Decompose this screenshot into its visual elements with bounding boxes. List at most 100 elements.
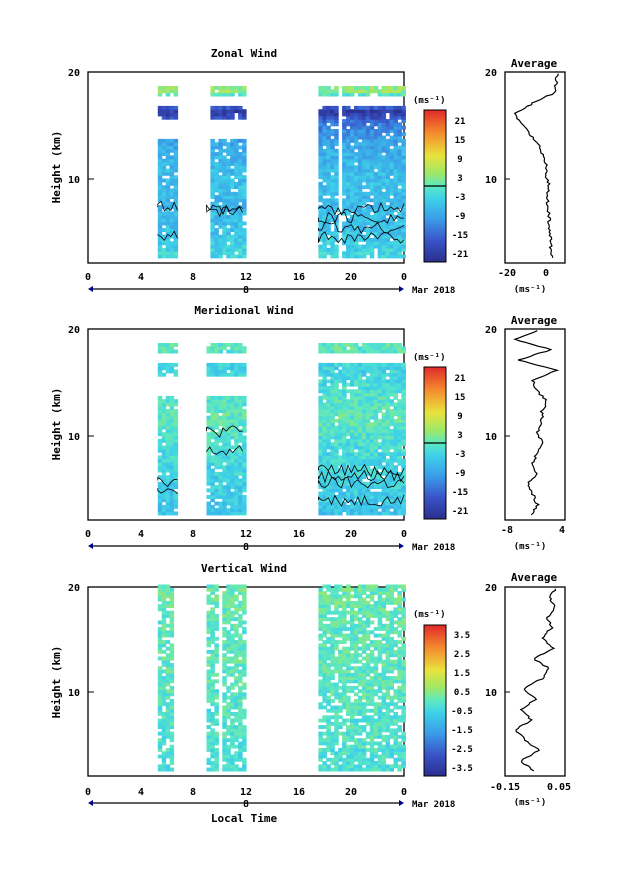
heatmap-cell — [361, 448, 367, 453]
heatmap-cell — [214, 617, 219, 622]
heatmap-cell — [346, 372, 351, 377]
heatmap-cell — [369, 409, 375, 413]
heatmap-cell — [169, 744, 175, 749]
heatmap-cell — [401, 399, 406, 404]
heatmap-cell — [373, 132, 379, 137]
heatmap-cell — [346, 109, 351, 114]
heatmap-cell — [401, 115, 406, 120]
heatmap-cell — [393, 630, 398, 635]
heatmap-cell — [242, 511, 247, 516]
heatmap-cell — [346, 89, 351, 94]
heatmap-cell — [373, 112, 379, 117]
heatmap-cell — [330, 708, 335, 713]
heatmap-cell — [230, 623, 235, 628]
heatmap-cell — [389, 663, 394, 667]
heatmap-cell — [330, 198, 335, 203]
heatmap-cell — [222, 218, 227, 223]
heatmap-cell — [161, 471, 167, 476]
heatmap-cell — [214, 425, 219, 430]
heatmap-cell — [226, 435, 231, 440]
heatmap-cell — [326, 682, 331, 687]
heatmap-cell — [338, 617, 343, 622]
heatmap-cell — [381, 458, 387, 463]
heatmap-cell — [214, 475, 219, 480]
heatmap-cell — [350, 214, 355, 219]
heatmap-cell — [169, 699, 175, 703]
heatmap-cell — [385, 643, 391, 648]
heatmap-cell — [365, 129, 371, 133]
heatmap-cell — [161, 148, 167, 153]
heatmap-cell — [357, 738, 363, 743]
heatmap-cell — [230, 669, 235, 674]
heatmap-cell — [165, 346, 171, 351]
heatmap-cell — [318, 188, 323, 193]
heatmap-cell — [210, 748, 215, 752]
heatmap-cell — [206, 744, 211, 749]
heatmap-cell — [401, 501, 406, 506]
heatmap-cell — [326, 158, 331, 163]
heatmap-cell — [326, 105, 331, 110]
heatmap-cell — [377, 445, 383, 450]
heatmap-cell — [389, 458, 394, 463]
heatmap-cell — [397, 198, 402, 203]
heatmap-cell — [334, 442, 339, 447]
heatmap-cell — [165, 205, 171, 209]
heatmap-cell — [373, 188, 379, 193]
heatmap-cell — [322, 405, 327, 410]
heatmap-cell — [397, 617, 402, 622]
heatmap-cell — [401, 369, 406, 374]
heatmap-cell — [206, 767, 211, 772]
heatmap-cell — [222, 656, 227, 661]
heatmap-cell — [238, 689, 243, 694]
heatmap-cell — [210, 744, 215, 749]
heatmap-cell — [334, 181, 339, 186]
heatmap-cell — [338, 584, 343, 589]
heatmap-cell — [397, 591, 402, 595]
heatmap-cell — [214, 584, 219, 589]
heatmap-cell — [234, 402, 239, 407]
heatmap-cell — [214, 211, 219, 216]
heatmap-cell — [381, 185, 387, 190]
heatmap-cell — [222, 448, 227, 453]
heatmap-cell — [373, 465, 379, 470]
heatmap-cell — [385, 343, 391, 347]
heatmap-cell — [334, 656, 339, 661]
heatmap-cell — [234, 712, 239, 716]
heatmap-cell — [326, 455, 331, 460]
heatmap-cell — [354, 251, 359, 256]
heatmap-cell — [206, 448, 211, 453]
heatmap-cell — [238, 435, 243, 440]
heatmap-cell — [238, 224, 243, 229]
heatmap-cell — [401, 491, 406, 496]
heatmap-cell — [214, 767, 219, 772]
heatmap-cell — [401, 362, 406, 367]
heatmap-cell — [230, 685, 235, 690]
heatmap-cell — [318, 125, 323, 130]
heatmap-cell — [365, 442, 371, 447]
heatmap-cell — [342, 89, 347, 94]
heatmap-cell — [369, 685, 375, 690]
heatmap-cell — [397, 741, 402, 746]
heatmap-cell — [393, 178, 398, 183]
heatmap-cell — [338, 395, 343, 400]
heatmap-cell — [397, 725, 402, 729]
heatmap-cell — [165, 171, 171, 176]
heatmap-cell — [373, 201, 379, 206]
heatmap-cell — [369, 389, 375, 394]
heatmap-cell — [334, 254, 339, 259]
heatmap-cell — [165, 646, 171, 651]
heatmap-cell — [397, 135, 402, 140]
xtick-label: -0.15 — [490, 782, 520, 793]
heatmap-cell — [361, 168, 367, 173]
heatmap-cell — [346, 761, 351, 765]
heatmap-cell — [226, 689, 231, 694]
heatmap-cell — [346, 188, 351, 193]
heatmap-cell — [169, 508, 175, 513]
heatmap-cell — [361, 195, 367, 199]
heatmap-cell — [393, 234, 398, 239]
heatmap-cell — [365, 682, 371, 687]
heatmap-cell — [365, 734, 371, 739]
heatmap-cell — [242, 471, 247, 476]
heatmap-cell — [210, 138, 215, 143]
heatmap-cell — [210, 653, 215, 658]
